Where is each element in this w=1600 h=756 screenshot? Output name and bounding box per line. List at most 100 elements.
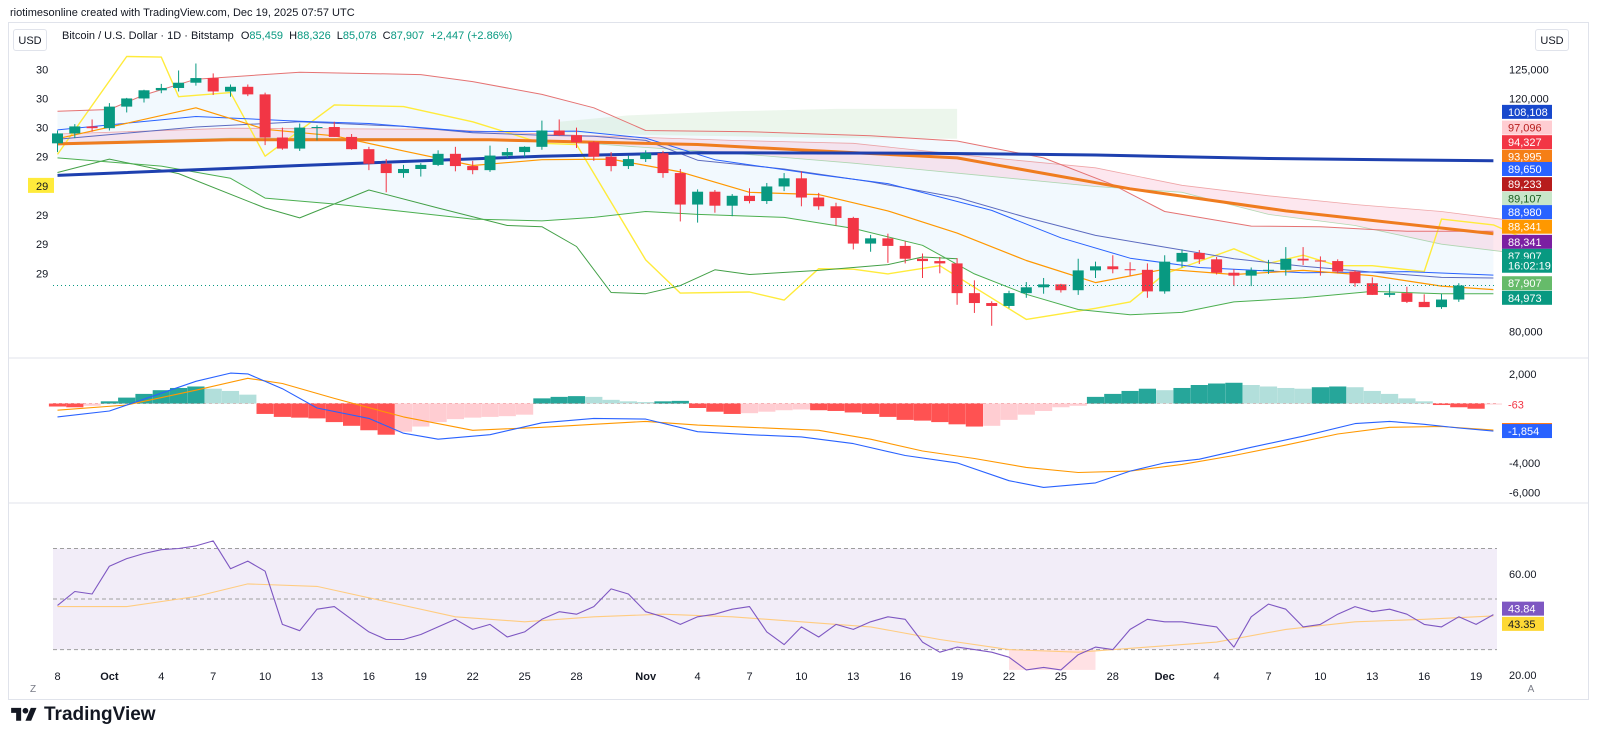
candle-body [1263, 269, 1274, 271]
macd-histogram-bar [1121, 390, 1139, 404]
symbol-title: Bitcoin / U.S. Dollar · 1D · Bitstamp [62, 30, 234, 42]
candle-body [1107, 266, 1119, 270]
macd-histogram-bar [412, 403, 430, 427]
rsi-badge-label: 43.35 [1508, 619, 1536, 631]
candle-body [138, 90, 150, 99]
macd-histogram-bar [567, 396, 586, 404]
macd-histogram-bar [464, 403, 482, 418]
macd-histogram-bar [83, 403, 101, 406]
price-axis-tick: 80,000 [1509, 327, 1543, 339]
candle-body [380, 163, 392, 174]
macd-histogram-bar [654, 401, 672, 404]
left-scale-label: 29 [36, 152, 48, 164]
macd-histogram-bar [706, 403, 724, 412]
candle-body [1453, 285, 1465, 300]
price-badge [1502, 258, 1552, 273]
macd-histogram-bar [792, 403, 810, 410]
time-axis-label: 25 [1055, 671, 1067, 683]
macd-histogram-bar [1432, 403, 1451, 406]
price-badge [1502, 219, 1552, 234]
change-value: +2,447 (+2.86%) [430, 30, 513, 42]
macd-badge-label: -63 [1508, 399, 1524, 411]
candle-body [449, 153, 461, 167]
macd-histogram-bar [1190, 385, 1208, 404]
candle-body [1280, 258, 1292, 270]
time-axis-label: 16 [1418, 671, 1430, 683]
price-badge [1502, 191, 1552, 206]
candle-body [640, 153, 652, 160]
macd-histogram-bar [498, 403, 516, 417]
macd-histogram-bar [377, 403, 395, 435]
rsi-axis-tick: 60.00 [1509, 569, 1537, 581]
candle-body [795, 178, 807, 198]
tradingview-brand: TradingView [10, 704, 156, 726]
candle-body [553, 130, 565, 136]
macd-axis-tick: 2,000 [1509, 369, 1537, 381]
macd-histogram-bar [740, 403, 759, 414]
macd-histogram-bar [221, 390, 240, 404]
macd-histogram-bar [671, 400, 689, 404]
macd-histogram-bar [1069, 403, 1087, 406]
price-badge-label: 89,107 [1508, 194, 1542, 206]
close-label: C [382, 30, 391, 42]
macd-histogram-bar [1484, 403, 1502, 405]
candle-body [882, 238, 894, 246]
macd-histogram-bar [1398, 398, 1416, 404]
candle-body [536, 130, 548, 147]
left-scale-highlight [28, 177, 54, 193]
candle-body [363, 149, 375, 164]
macd-histogram-bar [948, 403, 966, 425]
price-badge-label: 84,973 [1508, 293, 1542, 305]
candle-body [692, 191, 704, 205]
time-axis-label: 22 [467, 671, 479, 683]
time-axis-label: 19 [1470, 671, 1482, 683]
macd-histogram-bar [1277, 387, 1295, 404]
low-label: L [336, 30, 343, 42]
macd-histogram-bar [931, 403, 949, 423]
candle-body [103, 106, 115, 129]
price-badge [1502, 276, 1552, 291]
candle-body [917, 258, 928, 262]
right-currency-button[interactable]: USD [1535, 29, 1569, 51]
macd-histogram-bar [1450, 403, 1468, 408]
macd-histogram-bar [66, 403, 84, 408]
macd-histogram-bar [1052, 403, 1070, 408]
macd-histogram-bar [913, 403, 932, 421]
time-axis-label: Nov [635, 671, 657, 683]
high-value: 88,326 [297, 30, 331, 42]
candle-body [1314, 260, 1326, 262]
price-badge-label: 88,980 [1508, 207, 1542, 219]
close-value: 87,907 [390, 30, 425, 42]
candle-body [1176, 252, 1188, 262]
macd-histogram-bar [844, 403, 862, 413]
macd-histogram-bar [1000, 403, 1018, 420]
macd-histogram-bar [481, 403, 499, 417]
time-axis-label: 19 [415, 671, 427, 683]
candle-body [813, 197, 825, 207]
price-badge [1502, 120, 1552, 135]
time-axis-label: 13 [1366, 671, 1378, 683]
brand-name: TradingView [44, 704, 156, 725]
macd-histogram-bar [775, 403, 793, 411]
candle-body [173, 82, 185, 88]
kijun-line [57, 116, 1494, 276]
macd-histogram-bar [429, 403, 447, 423]
rsi-badge-label: 43.84 [1508, 604, 1536, 616]
candle-body [1020, 287, 1032, 294]
macd-histogram-bar [585, 396, 603, 404]
candle-body [588, 142, 600, 157]
time-axis-label: 22 [1003, 671, 1015, 683]
symbol-legend: Bitcoin / U.S. Dollar · 1D · Bitstamp O8… [62, 30, 512, 42]
candle-body [968, 293, 980, 304]
auto-scale-toggle[interactable]: A [1527, 684, 1535, 695]
macd-histogram-bar [325, 403, 343, 423]
candle-body [986, 303, 998, 306]
open-value: 85,459 [249, 30, 284, 42]
macd-histogram-bar [827, 403, 845, 411]
left-currency-button[interactable]: USD [13, 29, 47, 51]
chart-header-caption: riotimesonline created with TradingView.… [10, 7, 355, 19]
timezone-toggle[interactable]: Z [29, 684, 37, 695]
high-label: H [289, 30, 298, 42]
time-axis-label: 13 [311, 671, 323, 683]
